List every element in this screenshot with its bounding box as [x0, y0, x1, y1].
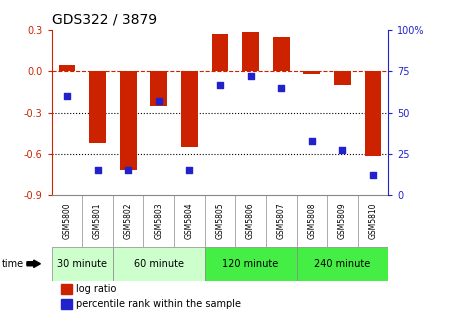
Text: GSM5800: GSM5800: [62, 203, 71, 239]
Point: [216, 82, 224, 87]
Point: [186, 168, 193, 173]
Point: [63, 93, 70, 99]
Text: 120 minute: 120 minute: [223, 259, 279, 269]
Bar: [211, 34, 229, 72]
Text: GSM5808: GSM5808: [308, 203, 317, 239]
Bar: [89, 72, 106, 143]
Bar: [273, 37, 290, 72]
Text: percentile rank within the sample: percentile rank within the sample: [76, 299, 241, 309]
Text: GSM5801: GSM5801: [93, 203, 102, 239]
Bar: [334, 72, 351, 85]
Point: [308, 138, 316, 143]
Point: [370, 172, 377, 178]
Point: [155, 98, 163, 104]
Bar: [242, 32, 259, 72]
Text: GSM5802: GSM5802: [123, 203, 132, 239]
Text: 30 minute: 30 minute: [57, 259, 107, 269]
Bar: [113, 247, 205, 281]
Text: GSM5809: GSM5809: [338, 203, 347, 239]
Bar: [304, 72, 320, 74]
Text: GSM5803: GSM5803: [154, 203, 163, 239]
Point: [247, 74, 254, 79]
Text: log ratio: log ratio: [76, 284, 117, 294]
Text: 240 minute: 240 minute: [314, 259, 370, 269]
Bar: [296, 247, 388, 281]
Point: [339, 148, 346, 153]
Text: GDS322 / 3879: GDS322 / 3879: [52, 12, 157, 26]
Point: [94, 168, 101, 173]
Text: 60 minute: 60 minute: [134, 259, 184, 269]
Bar: [52, 247, 113, 281]
Bar: [150, 72, 167, 106]
Text: GSM5807: GSM5807: [277, 203, 286, 239]
Point: [277, 85, 285, 91]
Bar: [205, 247, 296, 281]
Text: GSM5806: GSM5806: [246, 203, 255, 239]
Text: GSM5804: GSM5804: [185, 203, 194, 239]
Text: GSM5805: GSM5805: [216, 203, 224, 239]
Bar: [58, 65, 75, 72]
Bar: [181, 72, 198, 147]
Point: [124, 168, 132, 173]
Bar: [120, 72, 136, 170]
Text: time: time: [2, 259, 24, 269]
Bar: [365, 72, 382, 157]
Text: GSM5810: GSM5810: [369, 203, 378, 239]
